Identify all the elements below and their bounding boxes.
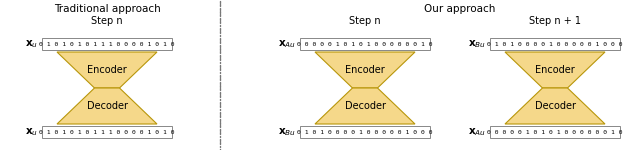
Bar <box>42 126 172 138</box>
Polygon shape <box>315 52 415 88</box>
Text: Encoder: Encoder <box>87 65 127 75</box>
Text: $\mathbf{x}_{Bu}$: $\mathbf{x}_{Bu}$ <box>278 126 296 138</box>
Text: Encoder: Encoder <box>345 65 385 75</box>
Text: Step n + 1: Step n + 1 <box>529 16 581 26</box>
Text: 0 0 0 0 0 1 0 1 0 1 0 0 0 0 0 0 1 0: 0 0 0 0 0 1 0 1 0 1 0 0 0 0 0 0 1 0 <box>487 129 623 135</box>
Polygon shape <box>57 52 157 88</box>
Polygon shape <box>57 88 157 124</box>
Bar <box>300 126 430 138</box>
Text: Decoder: Decoder <box>534 101 575 111</box>
Text: $\mathbf{x}_{Au}$: $\mathbf{x}_{Au}$ <box>278 38 296 50</box>
Polygon shape <box>505 52 605 88</box>
Text: Decoder: Decoder <box>86 101 127 111</box>
Text: Encoder: Encoder <box>535 65 575 75</box>
Text: 0 0 0 0 0 1 0 1 0 1 0 0 0 0 0 0 1 0: 0 0 0 0 0 1 0 1 0 1 0 0 0 0 0 0 1 0 <box>297 42 433 46</box>
Text: Our approach: Our approach <box>424 4 496 14</box>
Bar <box>490 126 620 138</box>
Bar <box>42 38 172 50</box>
Polygon shape <box>505 88 605 124</box>
Text: 0 1 0 1 0 1 0 1 1 1 0 0 0 0 1 0 1 0: 0 1 0 1 0 1 0 1 1 1 0 0 0 0 1 0 1 0 <box>39 42 175 46</box>
Text: Traditional approach: Traditional approach <box>54 4 161 14</box>
Text: 0 1 0 1 0 0 0 0 1 0 0 0 0 0 1 0 0 0: 0 1 0 1 0 0 0 0 1 0 0 0 0 0 1 0 0 0 <box>297 129 433 135</box>
Text: Step n: Step n <box>349 16 381 26</box>
Text: Step n: Step n <box>91 16 123 26</box>
Text: 0 1 0 1 0 0 0 0 1 0 0 0 0 0 1 0 0 0: 0 1 0 1 0 0 0 0 1 0 0 0 0 0 1 0 0 0 <box>487 42 623 46</box>
Bar <box>300 38 430 50</box>
Polygon shape <box>315 88 415 124</box>
Text: $\mathbf{x}_{u}$: $\mathbf{x}_{u}$ <box>25 38 38 50</box>
Text: $\mathbf{x}_{u}$: $\mathbf{x}_{u}$ <box>25 126 38 138</box>
Text: $\mathbf{x}_{Au}$: $\mathbf{x}_{Au}$ <box>468 126 486 138</box>
Text: $\mathbf{x}_{Bu}$: $\mathbf{x}_{Bu}$ <box>468 38 486 50</box>
Bar <box>490 38 620 50</box>
Text: Decoder: Decoder <box>344 101 385 111</box>
Text: 0 1 0 1 0 1 0 1 1 1 0 0 0 0 1 0 1 0: 0 1 0 1 0 1 0 1 1 1 0 0 0 0 1 0 1 0 <box>39 129 175 135</box>
